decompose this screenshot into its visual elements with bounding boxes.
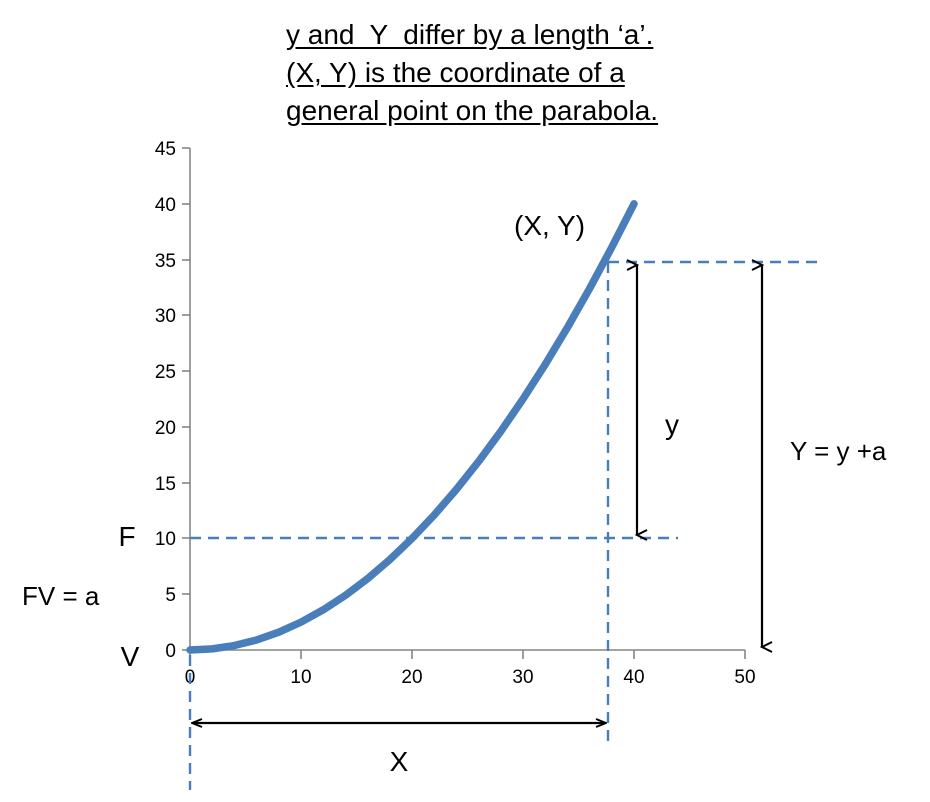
guide-lines <box>188 260 820 790</box>
y-tick-label-35: 35 <box>155 251 176 272</box>
x-tick-label-10: 10 <box>290 667 311 688</box>
x-tick-label-40: 40 <box>623 667 644 688</box>
x-tick-label-50: 50 <box>734 667 755 688</box>
title-line-3: general point on the parabola. <box>286 95 659 126</box>
y-axis: 0 5 10 15 20 25 30 35 40 45 <box>155 139 191 662</box>
X-segment-label: X <box>390 746 409 777</box>
y-axis-ticks <box>182 147 190 651</box>
y-tick-label-30: 30 <box>155 306 176 327</box>
y-segment-label: y <box>665 409 679 440</box>
y-tick-label-0: 0 <box>165 641 176 662</box>
y-tick-label-20: 20 <box>155 418 176 439</box>
focus-label: F <box>118 521 135 552</box>
y-tick-label-15: 15 <box>155 474 176 495</box>
title-line-1: y and Y differ by a length ‘a’. <box>286 19 654 50</box>
Y-segment-label: Y = y +a <box>790 436 887 466</box>
y-tick-label-5: 5 <box>165 585 176 606</box>
x-axis: 0 10 20 30 40 50 <box>185 649 756 688</box>
y-tick-label-45: 45 <box>155 139 176 160</box>
focal-distance-label: FV = a <box>22 581 100 611</box>
y-tick-label-25: 25 <box>155 362 176 383</box>
parabola-curve <box>186 200 638 654</box>
x-axis-ticks <box>189 650 746 659</box>
measure-arrows <box>193 265 762 723</box>
title-block: y and Y differ by a length ‘a’. (X, Y) i… <box>286 16 846 130</box>
annotation-labels: (X, Y) y Y = y +a X F V FV = a <box>22 210 887 777</box>
vertex-label: V <box>121 641 140 672</box>
x-tick-label-30: 30 <box>512 667 533 688</box>
point-label: (X, Y) <box>514 210 585 241</box>
y-tick-label-10: 10 <box>155 529 176 550</box>
x-tick-label-20: 20 <box>401 667 422 688</box>
x-axis-tick-labels: 0 10 20 30 40 50 <box>185 667 756 688</box>
title-line-2: (X, Y) is the coordinate of a <box>286 57 625 88</box>
y-tick-label-40: 40 <box>155 195 176 216</box>
y-axis-tick-labels: 0 5 10 15 20 25 30 35 40 45 <box>155 139 176 662</box>
